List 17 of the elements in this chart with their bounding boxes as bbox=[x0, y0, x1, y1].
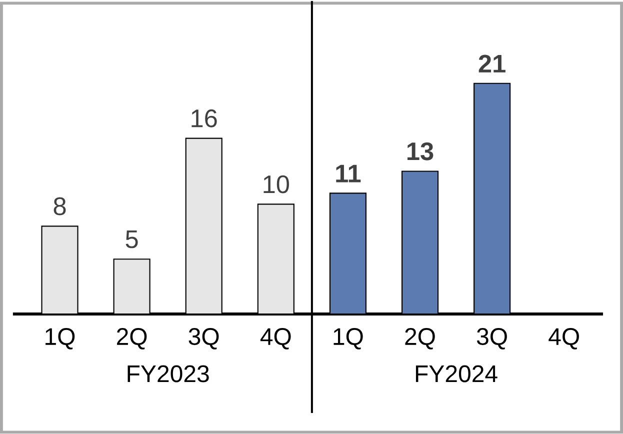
data-label: 13 bbox=[408, 142, 434, 160]
x-tick-label: 4Q bbox=[548, 328, 579, 350]
x-tick-label: 4Q bbox=[260, 328, 291, 350]
x-tick-label: 1Q bbox=[334, 328, 363, 350]
x-tick-label: 3Q bbox=[476, 328, 507, 350]
data-label: 11 bbox=[336, 164, 361, 182]
data-label: 16 bbox=[192, 110, 217, 128]
data-label: 8 bbox=[54, 197, 66, 216]
data-label: 5 bbox=[126, 230, 138, 248]
text: FY2023 bbox=[128, 365, 209, 382]
x-tick-label: 1Q bbox=[46, 328, 75, 350]
x-tick-label: 2Q bbox=[117, 328, 147, 350]
x-tick-label: 2Q bbox=[405, 328, 435, 350]
x-tick-label: 3Q bbox=[188, 328, 219, 350]
text: FY2024 bbox=[416, 365, 498, 382]
data-label: 10 bbox=[264, 175, 290, 194]
data-label: 21 bbox=[478, 54, 506, 73]
